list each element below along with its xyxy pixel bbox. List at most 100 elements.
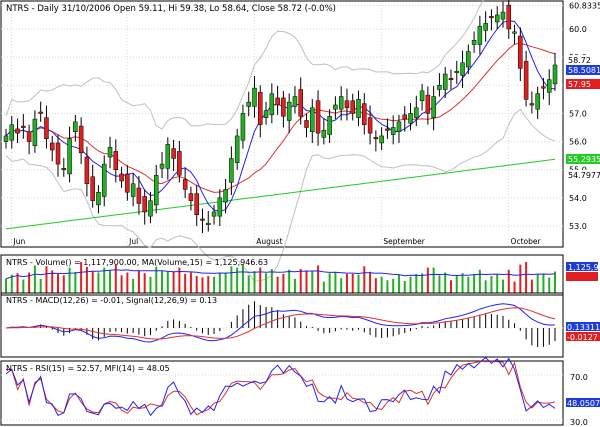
volume-bar [195, 276, 198, 293]
price-last-badge [566, 65, 600, 75]
volume-bar [85, 266, 88, 293]
month-label: August [256, 237, 282, 246]
volume-bar [305, 270, 308, 293]
candle-down [304, 120, 309, 128]
price-overlays [5, 0, 556, 282]
volume-bar [421, 273, 424, 293]
candle-up [494, 14, 500, 23]
candle-down [362, 103, 367, 125]
volume-bar [103, 267, 106, 293]
price-last-value: 54.7977 [568, 171, 600, 180]
candle-up [466, 51, 471, 68]
candle-down [49, 142, 55, 151]
volume-bar [114, 264, 117, 293]
month-labels: Jun Jul August September October [13, 237, 542, 246]
volume-bar [490, 276, 493, 293]
volume-bar [132, 278, 135, 293]
volume-bar [218, 272, 221, 293]
candle-down [489, 16, 494, 19]
candle-up [356, 99, 361, 118]
price-last-value: 58.5081 [568, 66, 600, 75]
rsi-lines [5, 356, 556, 417]
candle-up [546, 79, 552, 93]
volume-bar [507, 269, 510, 293]
price-last-value: 55.2935 [568, 155, 600, 164]
price-candles [3, 0, 558, 234]
volume-bar [33, 265, 36, 293]
candle-down [275, 97, 280, 106]
macd-line [5, 303, 556, 343]
candle-down [385, 128, 390, 131]
volume-bar [525, 262, 528, 293]
volume-bar [311, 271, 314, 293]
volume-bar [28, 272, 31, 293]
candle-up [3, 135, 9, 142]
candle-up [165, 144, 171, 169]
volume-bar [554, 271, 556, 293]
volume-bar [334, 271, 337, 293]
volume-bar [438, 275, 441, 293]
candle-down [44, 117, 49, 140]
rsi-line [6, 360, 556, 416]
candle-up [414, 107, 419, 118]
candle-up [217, 197, 223, 217]
price-y-tick-label: 56.0 [569, 138, 587, 147]
candle-down [61, 168, 67, 171]
signal-last-badge [566, 332, 600, 341]
volume-ma-line [5, 269, 556, 280]
candle-down [258, 92, 263, 125]
volume-bar [484, 280, 487, 293]
candle-up [471, 40, 477, 45]
volume-bar [548, 277, 551, 293]
volume-bar [126, 272, 129, 293]
month-label: Jun [13, 237, 26, 246]
candle-down [506, 4, 512, 30]
candle-down [402, 114, 407, 120]
volume-bar [345, 273, 348, 293]
volume-bar [189, 272, 192, 293]
volume-bar [5, 278, 7, 293]
volume-bar [374, 278, 377, 293]
candle-up [327, 115, 332, 135]
volume-bar [299, 269, 302, 293]
candle-down [38, 111, 43, 114]
volume-bar [519, 264, 522, 293]
volume-last-value: 1,125,94 [568, 263, 600, 272]
candle-up [390, 127, 396, 135]
volume-last-badge [566, 262, 598, 271]
volume-bar [415, 273, 418, 293]
price-last-badge [566, 154, 600, 164]
candle-up [73, 121, 78, 132]
signal-last-value: -0.0127 [567, 333, 598, 342]
candle-up [535, 93, 540, 110]
candle-down [518, 35, 523, 69]
candle-up [333, 104, 338, 110]
candle-up [338, 96, 344, 110]
candle-up [419, 90, 425, 102]
price-y-tick-label: 57.0 [569, 109, 587, 118]
candle-up [234, 135, 240, 163]
volume-bar [449, 280, 452, 293]
candle-up [154, 175, 159, 206]
candle-down [541, 86, 546, 89]
rsi-last-value: 48.0507 [567, 399, 600, 408]
volume-bar [57, 273, 60, 293]
volume-bar [39, 278, 42, 293]
volume-bar [426, 267, 429, 293]
candle-down [194, 193, 199, 215]
macd-title: NTRS - MACD(12,26) = -0.01, Signal(12,26… [6, 296, 217, 305]
candle-down [315, 100, 321, 134]
candle-up [229, 158, 234, 183]
volume-ma-polyline [5, 269, 556, 280]
volume-bar [282, 273, 285, 293]
price-y-tick-label: 60.8335 [569, 2, 600, 11]
candle-up [310, 107, 315, 132]
volume-bar [45, 266, 48, 293]
volume-bar [409, 276, 412, 293]
volume-bar [432, 267, 435, 293]
volume-bar [369, 271, 372, 293]
volume-bar [317, 265, 320, 293]
candle-down [119, 173, 124, 182]
candle-down [425, 94, 431, 114]
